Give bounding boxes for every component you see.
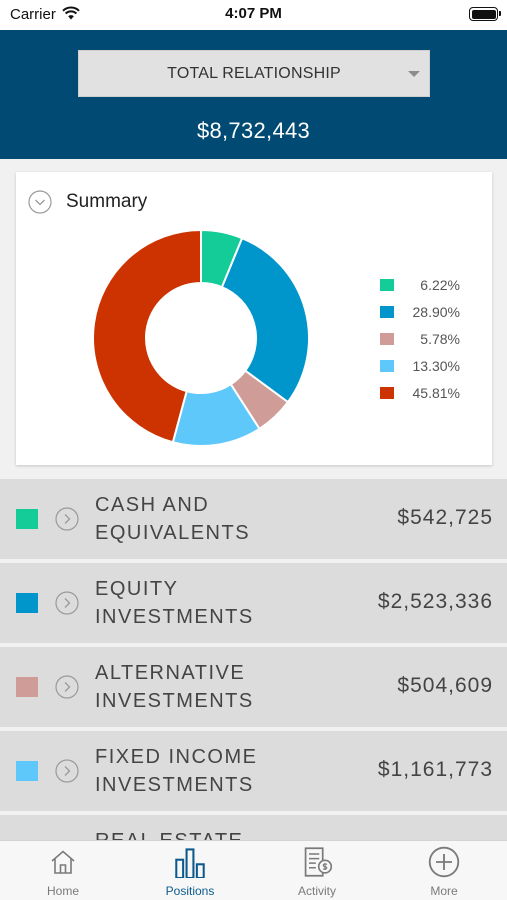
category-name: ALTERNATIVE INVESTMENTS [95, 659, 295, 715]
category-color-swatch [16, 509, 38, 529]
category-name-line: FIXED INCOME [95, 746, 258, 768]
allocation-donut-chart [93, 230, 309, 446]
chevron-down-circle-icon[interactable] [28, 190, 52, 214]
chart-legend: 6.22% 28.90% 5.78% 13.30% 45.81% [380, 276, 480, 411]
category-name-line: INVESTMENTS [95, 690, 254, 712]
total-value: $8,732,443 [196, 118, 311, 143]
plus-circle-icon [428, 846, 460, 878]
category-color-swatch [16, 677, 38, 697]
category-name-line: EQUIVALENTS [95, 522, 251, 544]
tab-activity[interactable]: Activity [254, 841, 380, 900]
statement-icon [304, 847, 333, 877]
chevron-right-circle-icon[interactable] [55, 759, 79, 783]
tab-label: Home [46, 884, 79, 898]
summary-title: Summary [66, 191, 148, 212]
chevron-right-circle-icon[interactable] [55, 591, 79, 615]
relationship-dropdown[interactable]: TOTAL RELATIONSHIP [78, 50, 430, 97]
category-name: EQUITY INVESTMENTS [95, 575, 295, 631]
category-amount: $542,725 [397, 506, 493, 529]
legend-label: 28.90% [412, 304, 460, 320]
legend-swatch [380, 387, 394, 399]
donut-slice [93, 230, 202, 444]
category-name: FIXED INCOME INVESTMENTS [95, 743, 295, 799]
legend-swatch [380, 333, 394, 345]
category-name-line: EQUITY [95, 578, 179, 600]
category-row[interactable]: CASH AND EQUIVALENTS $542,725 [0, 479, 507, 559]
category-amount: $2,523,336 [377, 590, 493, 613]
tab-bar: Home Positions Activity More [0, 840, 507, 900]
legend-swatch [380, 279, 394, 291]
category-color-swatch [16, 593, 38, 613]
legend-item: 45.81% [380, 384, 480, 411]
legend-item: 13.30% [380, 357, 480, 384]
legend-item: 5.78% [380, 330, 480, 357]
category-name-line: INVESTMENTS [95, 606, 254, 628]
legend-swatch [380, 306, 394, 318]
category-name-line: ALTERNATIVE [95, 662, 246, 684]
summary-card: Summary 6.22% 28.90% 5.78% 13.30% 45.81% [16, 172, 492, 465]
donut-slice [220, 236, 309, 404]
bar-chart-icon [175, 848, 205, 878]
wifi-icon [62, 6, 80, 20]
legend-label: 5.78% [420, 331, 460, 347]
chevron-right-circle-icon[interactable] [55, 675, 79, 699]
tab-label: Activity [297, 884, 336, 898]
status-bar: Carrier 4:07 PM [0, 0, 507, 30]
clock-time: 4:07 PM [225, 5, 282, 22]
category-color-swatch [16, 761, 38, 781]
chevron-right-circle-icon[interactable] [55, 507, 79, 531]
tab-label: More [430, 884, 458, 898]
tab-more[interactable]: More [381, 841, 507, 900]
tab-home[interactable]: Home [0, 841, 126, 900]
category-row[interactable]: EQUITY INVESTMENTS $2,523,336 [0, 563, 507, 643]
caret-down-icon [408, 71, 420, 77]
category-amount: $1,161,773 [377, 758, 493, 781]
home-icon [51, 850, 75, 874]
category-name-line: INVESTMENTS [95, 774, 254, 796]
legend-item: 28.90% [380, 303, 480, 330]
category-row[interactable]: FIXED INCOME INVESTMENTS $1,161,773 [0, 731, 507, 811]
legend-swatch [380, 360, 394, 372]
battery-icon [469, 7, 501, 21]
legend-label: 13.30% [412, 358, 460, 374]
carrier-label: Carrier [10, 6, 56, 23]
category-name: CASH AND EQUIVALENTS [95, 491, 295, 547]
tab-positions[interactable]: Positions [127, 841, 253, 900]
relationship-dropdown-label: TOTAL RELATIONSHIP [167, 65, 341, 82]
legend-label: 45.81% [412, 385, 460, 401]
legend-item: 6.22% [380, 276, 480, 303]
tab-label: Positions [165, 884, 215, 898]
legend-label: 6.22% [420, 277, 460, 293]
category-amount: $504,609 [397, 674, 493, 697]
category-name-line: CASH AND [95, 494, 210, 516]
relationship-header: TOTAL RELATIONSHIP $8,732,443 [0, 30, 507, 159]
category-row[interactable]: ALTERNATIVE INVESTMENTS $504,609 [0, 647, 507, 727]
